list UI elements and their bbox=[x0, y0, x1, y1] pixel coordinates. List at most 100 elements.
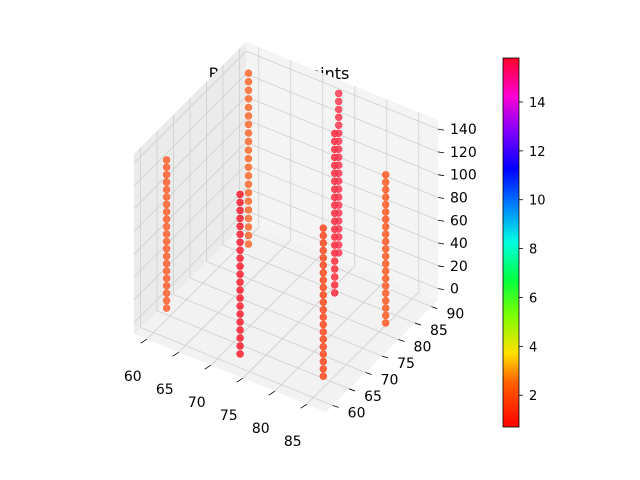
data-point bbox=[162, 245, 171, 253]
y-gridline bbox=[222, 65, 416, 324]
data-point bbox=[335, 113, 343, 122]
data-point bbox=[382, 178, 390, 186]
data-point bbox=[162, 171, 171, 179]
data-point bbox=[335, 137, 343, 146]
y-tick-label: 75 bbox=[397, 356, 415, 372]
data-point bbox=[319, 372, 327, 380]
y-gridline bbox=[156, 130, 350, 390]
z-tick-mark bbox=[437, 242, 445, 245]
data-point bbox=[244, 189, 253, 197]
data-point bbox=[335, 209, 343, 217]
data-point bbox=[236, 222, 244, 231]
data-point bbox=[244, 112, 253, 120]
z-tick-mark bbox=[437, 151, 445, 154]
data-point bbox=[236, 310, 244, 318]
data-point bbox=[244, 146, 253, 154]
data-point bbox=[382, 289, 390, 297]
data-point bbox=[244, 120, 253, 129]
y-tick-mark bbox=[348, 388, 356, 392]
data-point bbox=[162, 208, 171, 216]
data-point bbox=[335, 201, 343, 209]
x-tick-label: 65 bbox=[156, 382, 174, 398]
data-point bbox=[382, 223, 390, 231]
data-point bbox=[331, 265, 339, 273]
z-tick-label: 80 bbox=[450, 190, 468, 206]
data-point bbox=[244, 240, 253, 248]
data-point bbox=[319, 328, 327, 336]
data-point bbox=[162, 163, 171, 172]
data-point bbox=[162, 230, 171, 238]
y-gridline bbox=[140, 147, 333, 406]
z-tick-label: 120 bbox=[450, 145, 477, 161]
z-tick-label: 100 bbox=[450, 168, 477, 184]
z-tick-mark bbox=[437, 128, 445, 131]
data-point bbox=[335, 241, 343, 249]
data-point bbox=[331, 257, 339, 265]
data-point bbox=[382, 171, 390, 179]
z-tick-mark bbox=[437, 219, 445, 222]
data-point bbox=[335, 233, 343, 241]
data-point bbox=[335, 145, 343, 153]
data-point bbox=[244, 197, 253, 206]
data-point bbox=[331, 289, 339, 297]
data-point bbox=[244, 129, 253, 137]
data-point bbox=[236, 198, 244, 207]
x-tick-mark bbox=[172, 351, 180, 357]
z-tick-label: 40 bbox=[450, 236, 468, 252]
data-point bbox=[335, 185, 343, 193]
colorbar-tick-label: 4 bbox=[529, 340, 537, 355]
data-point bbox=[382, 297, 390, 305]
data-point bbox=[244, 214, 253, 223]
colorbar-tick-label: 10 bbox=[529, 194, 546, 209]
data-point bbox=[335, 193, 343, 201]
data-point bbox=[382, 252, 390, 260]
data-point bbox=[244, 95, 253, 103]
y-tick-label: 60 bbox=[348, 405, 366, 421]
data-point bbox=[319, 276, 327, 284]
y-tick-mark bbox=[381, 355, 389, 359]
x-gridline bbox=[178, 60, 292, 353]
x-tick-mark bbox=[236, 377, 244, 383]
data-point bbox=[236, 238, 244, 247]
data-point bbox=[382, 193, 390, 201]
data-point bbox=[319, 357, 327, 366]
data-point bbox=[382, 311, 390, 320]
data-point bbox=[244, 154, 253, 163]
data-point bbox=[319, 291, 327, 299]
data-point bbox=[244, 103, 253, 112]
x-gridline bbox=[242, 86, 356, 379]
x-tick-label: 70 bbox=[188, 395, 206, 411]
data-point bbox=[162, 156, 171, 164]
colorbar-tick-label: 2 bbox=[529, 389, 537, 404]
y-tick-mark bbox=[332, 405, 339, 408]
y-gridline bbox=[189, 98, 383, 357]
x-tick-mark bbox=[204, 364, 212, 370]
y-tick-mark bbox=[431, 306, 438, 309]
colorbar-tick-label: 8 bbox=[529, 243, 537, 258]
z-tick-label: 20 bbox=[450, 259, 468, 275]
y-gridline bbox=[206, 81, 399, 340]
data-point bbox=[162, 215, 171, 223]
data-point bbox=[319, 224, 327, 232]
data-point bbox=[382, 274, 390, 283]
data-point bbox=[319, 343, 327, 351]
data-point bbox=[244, 180, 253, 189]
data-point bbox=[335, 129, 343, 138]
data-point bbox=[244, 77, 253, 86]
z-tick-mark bbox=[437, 288, 445, 291]
data-point bbox=[335, 97, 343, 106]
data-point bbox=[244, 163, 253, 171]
data-point bbox=[382, 260, 390, 268]
data-point bbox=[335, 105, 343, 114]
z-tick-label: 140 bbox=[450, 122, 477, 138]
data-point bbox=[236, 206, 244, 215]
data-point bbox=[236, 230, 244, 239]
data-point bbox=[162, 282, 171, 290]
data-point bbox=[319, 306, 327, 314]
data-point bbox=[319, 283, 327, 292]
data-point bbox=[319, 350, 327, 358]
data-point bbox=[382, 185, 390, 194]
data-point bbox=[236, 190, 244, 199]
data-point bbox=[382, 319, 390, 327]
data-point bbox=[319, 261, 327, 269]
